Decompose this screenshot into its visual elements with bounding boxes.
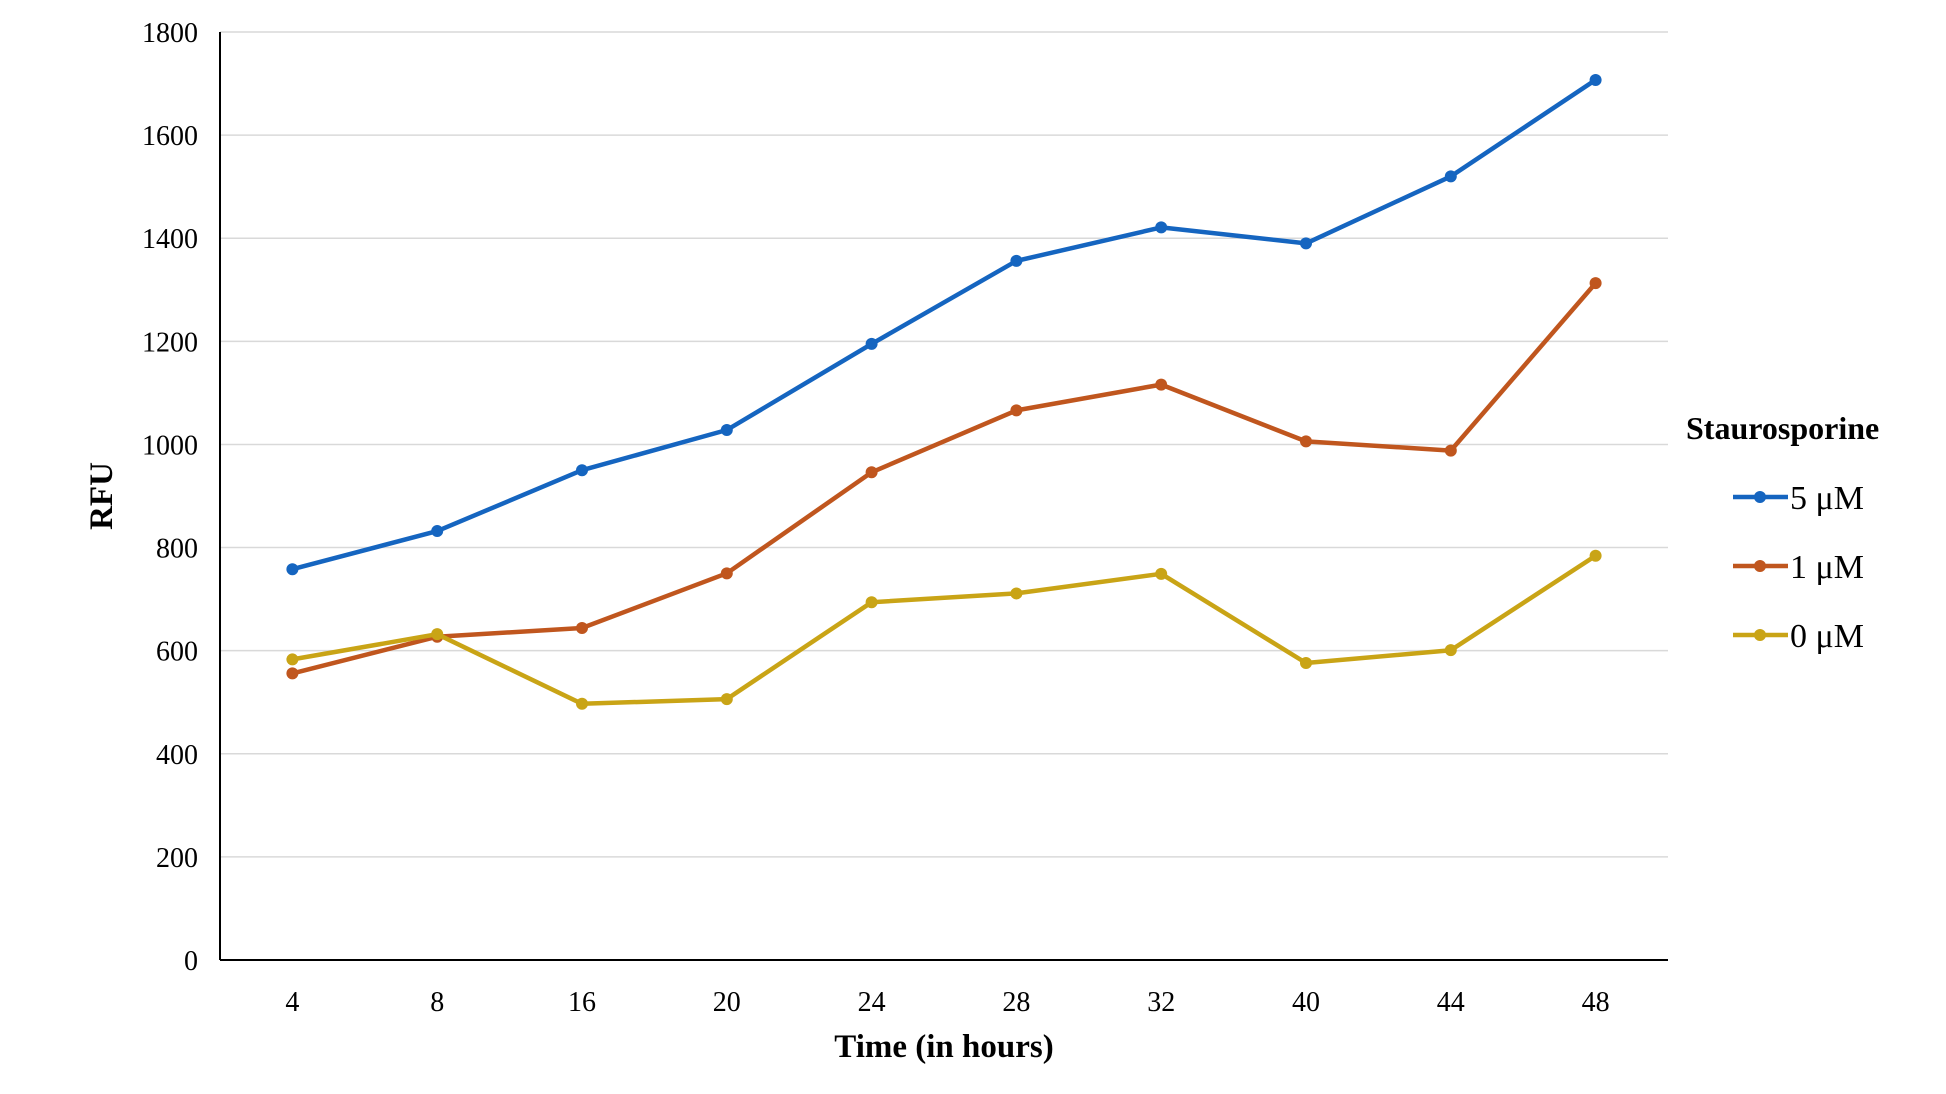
legend-swatch-marker (1754, 491, 1766, 503)
data-point (1300, 435, 1312, 448)
y-tick-label: 600 (156, 637, 198, 668)
x-tick-label: 44 (1437, 987, 1465, 1018)
data-point (1300, 237, 1312, 250)
data-point (1589, 73, 1602, 86)
y-tick-labels: 0 200 400 600 800 1000 1200 1400 1600 1800 (142, 18, 198, 977)
x-tick-label: 28 (1002, 987, 1030, 1018)
y-tick-label: 1000 (142, 430, 198, 461)
gridlines (220, 31, 1668, 858)
y-tick-label: 1400 (142, 224, 198, 255)
legend: Staurosporine 5 μM 1 μM 0 μM (1686, 410, 1879, 655)
legend-item: 0 μM (1733, 618, 1864, 655)
data-point (1444, 444, 1457, 457)
x-tick-label: 4 (285, 987, 299, 1018)
legend-item: 5 μM (1733, 480, 1864, 517)
axes (219, 32, 1668, 961)
x-tick-labels: 4 8 16 20 24 28 32 40 44 48 (285, 987, 1609, 1018)
y-tick-label: 0 (184, 946, 198, 977)
data-point (286, 563, 299, 576)
data-point (576, 621, 588, 634)
y-tick-label: 1600 (142, 121, 198, 152)
data-point (576, 464, 588, 477)
series (286, 73, 1602, 710)
data-point (1155, 378, 1168, 391)
series-line (290, 77, 1598, 572)
data-point (1444, 170, 1457, 183)
data-point (286, 667, 299, 680)
y-tick-label: 400 (156, 740, 198, 771)
data-point (865, 466, 878, 479)
series-1 (286, 277, 1602, 680)
legend-title: Staurosporine (1686, 410, 1879, 446)
series-2 (286, 549, 1602, 710)
y-tick-label: 1800 (142, 18, 198, 49)
legend-swatch-marker (1754, 560, 1766, 572)
legend-label: 5 μM (1790, 480, 1864, 517)
data-point (1155, 221, 1168, 234)
x-axis-title: Time (in hours) (834, 1029, 1053, 1065)
y-tick-label: 200 (156, 843, 198, 874)
series-line (290, 280, 1598, 676)
data-point (431, 628, 444, 641)
data-point (576, 697, 588, 710)
data-point (1155, 567, 1168, 580)
x-tick-label: 20 (713, 987, 741, 1018)
legend-items: 5 μM 1 μM 0 μM (1733, 480, 1864, 655)
legend-item: 1 μM (1733, 549, 1864, 586)
data-point (720, 424, 733, 437)
data-point (720, 567, 733, 580)
data-point (1444, 644, 1457, 657)
y-tick-label: 1200 (142, 327, 198, 358)
legend-swatch-marker (1754, 629, 1766, 641)
data-point (865, 596, 878, 609)
series-0 (286, 73, 1602, 576)
data-point (1010, 404, 1023, 417)
x-tick-label: 40 (1292, 987, 1320, 1018)
legend-label: 1 μM (1790, 549, 1864, 586)
data-point (1010, 254, 1023, 267)
x-tick-label: 24 (858, 987, 886, 1018)
x-tick-label: 16 (568, 987, 596, 1018)
series-line (290, 553, 1598, 707)
x-tick-label: 8 (430, 987, 444, 1018)
legend-label: 0 μM (1790, 618, 1864, 655)
y-tick-label: 800 (156, 534, 198, 565)
data-point (720, 693, 733, 706)
data-point (865, 337, 878, 350)
data-point (1589, 549, 1602, 562)
data-point (1300, 657, 1312, 670)
data-point (431, 525, 444, 538)
data-point (1010, 587, 1023, 600)
x-tick-label: 48 (1582, 987, 1610, 1018)
x-tick-label: 32 (1147, 987, 1175, 1018)
data-point (286, 653, 299, 666)
data-point (1589, 277, 1602, 290)
y-axis-title: RFU (84, 462, 120, 530)
